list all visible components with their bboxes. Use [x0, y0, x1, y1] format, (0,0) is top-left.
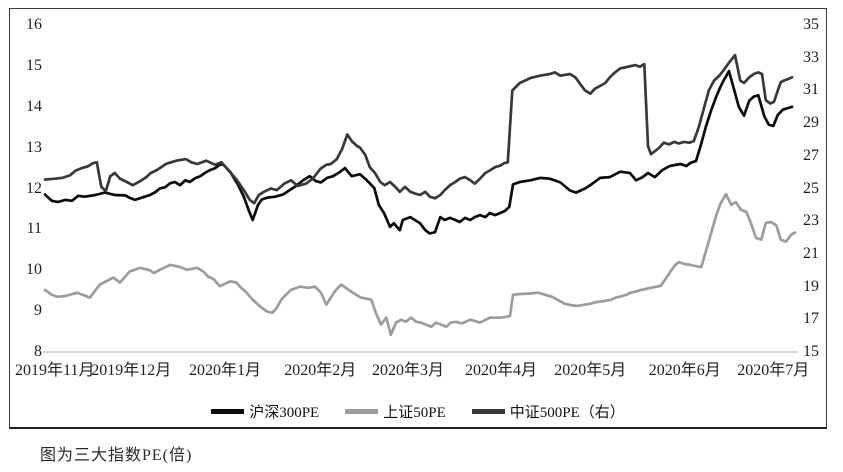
legend-label-hs300: 沪深300PE — [249, 405, 320, 421]
x-axis-tick: 2020年6月 — [648, 362, 721, 379]
right-axis-tick: 35 — [803, 16, 819, 33]
zz500-line-swatch — [471, 409, 505, 414]
x-axis-tick: 2020年7月 — [737, 362, 810, 379]
right-axis-tick: 31 — [803, 81, 819, 99]
x-axis-tick: 2020年5月 — [554, 362, 627, 379]
left-axis-tick: 12 — [26, 179, 42, 197]
left-axis-tick: 15 — [26, 56, 42, 74]
left-axis-tick: 10 — [26, 261, 42, 279]
right-axis-tick: 25 — [803, 179, 819, 197]
x-axis-tick: 2020年2月 — [284, 362, 357, 379]
right-axis-tick: 33 — [803, 48, 819, 66]
left-axis-tick: 14 — [26, 97, 42, 115]
right-axis-tick: 15 — [803, 343, 819, 360]
right-axis-tick: 23 — [803, 212, 819, 230]
legend-item-zz500: 中证500PE（右） — [471, 401, 625, 422]
x-axis-tick: 2019年12月 — [91, 362, 172, 379]
legend-item-sz50: 上证50PE — [345, 401, 446, 422]
x-axis-tick: 2020年4月 — [464, 362, 537, 379]
series-line-50PE — [43, 192, 797, 337]
left-axis-tick: 11 — [26, 220, 42, 238]
right-axis-tick: 17 — [803, 310, 819, 328]
chart-legend: 沪深300PE 上证50PE 中证500PE（右） — [9, 401, 827, 422]
x-axis-tick: 2020年3月 — [371, 362, 444, 379]
x-axis-tick: 2019年11月 — [15, 362, 95, 379]
legend-item-hs300: 沪深300PE — [211, 401, 319, 422]
left-axis-tick: 8 — [34, 343, 42, 360]
hs300-line-swatch — [211, 409, 245, 414]
x-axis-tick: 2020年1月 — [188, 362, 261, 379]
legend-label-zz500: 中证500PE（右） — [509, 405, 625, 421]
right-axis-tick: 27 — [803, 146, 819, 164]
sz50-line-swatch — [345, 409, 379, 414]
right-axis-tick: 19 — [803, 277, 819, 295]
figure-caption: 图为三大指数PE(倍) — [40, 447, 193, 464]
series-line-500PE — [43, 53, 794, 205]
right-axis-tick: 29 — [803, 114, 819, 132]
left-axis-tick: 13 — [26, 138, 42, 156]
legend-label-sz50: 上证50PE — [383, 405, 446, 421]
left-axis-tick: 16 — [26, 16, 42, 33]
series-line-300PE — [43, 69, 794, 235]
left-axis-tick: 9 — [34, 302, 42, 320]
right-axis-tick: 21 — [803, 244, 819, 262]
series-lines — [43, 53, 797, 337]
chart-frame — [9, 8, 827, 429]
